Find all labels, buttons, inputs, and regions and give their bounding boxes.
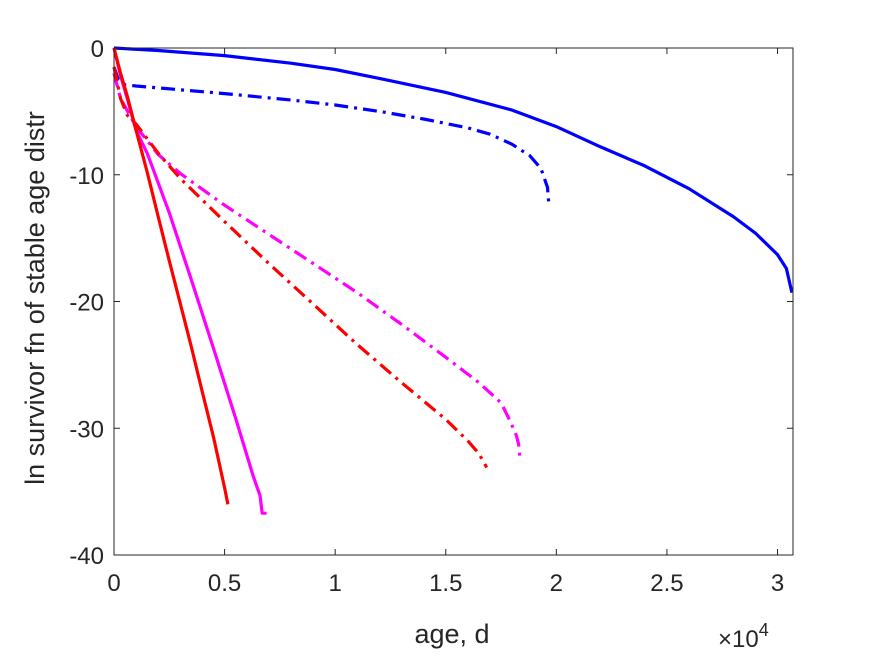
x-tick-label: 3	[771, 570, 784, 597]
x-multiplier-base: ×10	[718, 626, 759, 653]
x-multiplier-label: ×104	[718, 620, 769, 653]
series-line-3	[112, 72, 522, 459]
series-line-6	[112, 47, 230, 505]
x-tick-label: 2.5	[650, 570, 683, 597]
x-tick-label: 1.5	[429, 570, 462, 597]
x-tick-label: 0.5	[208, 570, 241, 597]
x-tick-label: 1	[328, 570, 341, 597]
y-tick-label: -10	[69, 163, 104, 190]
x-multiplier-exponent: 4	[759, 620, 769, 640]
y-ticks: 0 -10 -20 -30 -40	[69, 36, 793, 570]
plot-lines	[112, 46, 794, 515]
x-axis-label: age, d	[414, 619, 489, 649]
y-tick-label: -30	[69, 416, 104, 443]
series-line-2	[112, 66, 551, 202]
y-tick-label: -20	[69, 290, 104, 317]
y-axis-label: ln survivor fn of stable age distr	[20, 111, 50, 485]
y-tick-label: -40	[69, 543, 104, 570]
series-line-5	[112, 47, 267, 515]
x-tick-label: 2	[550, 570, 563, 597]
x-tick-label: 0	[107, 570, 120, 597]
x-ticks: 0 0.5 1 1.5 2 2.5 3	[107, 48, 784, 597]
series-line-1	[113, 46, 794, 293]
y-tick-label: 0	[91, 36, 104, 63]
